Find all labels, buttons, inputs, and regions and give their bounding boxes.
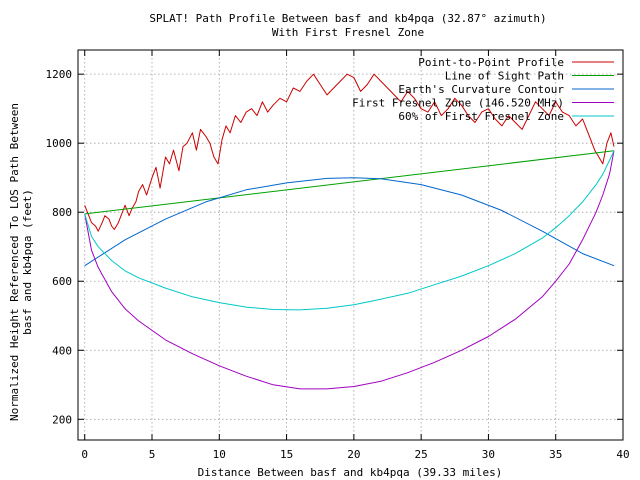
chart-subtitle: With First Fresnel Zone bbox=[272, 26, 424, 39]
y-tick-label: 800 bbox=[52, 206, 72, 219]
y-tick-label: 200 bbox=[52, 413, 72, 426]
x-tick-label: 30 bbox=[482, 448, 495, 461]
series-line-2 bbox=[84, 177, 615, 267]
series-line-3 bbox=[84, 150, 615, 390]
y-tick-label: 1200 bbox=[46, 68, 73, 81]
legend-label: First Fresnel Zone (146.520 MHz) bbox=[352, 97, 564, 110]
x-tick-label: 10 bbox=[213, 448, 226, 461]
series-line-0 bbox=[84, 73, 615, 232]
series-layer bbox=[84, 73, 615, 390]
x-axis-label: Distance Between basf and kb4pqa (39.33 … bbox=[198, 466, 503, 479]
series-line-1 bbox=[84, 150, 615, 215]
x-tick-label: 25 bbox=[415, 448, 428, 461]
x-tick-label: 40 bbox=[616, 448, 629, 461]
legend-label: Earth's Curvature Contour bbox=[398, 83, 564, 96]
x-tick-label: 5 bbox=[149, 448, 156, 461]
chart-title: SPLAT! Path Profile Between basf and kb4… bbox=[149, 12, 546, 25]
y-tick-label: 1000 bbox=[46, 137, 73, 150]
legend-label: 60% of First Fresnel Zone bbox=[398, 110, 564, 123]
axis-ticks: 0 5 10 15 20 25 30 35 40 200 400 600 800 1000 1200 bbox=[46, 50, 630, 461]
plot-frame bbox=[77, 49, 624, 441]
x-tick-label: 15 bbox=[280, 448, 293, 461]
series-line-4 bbox=[84, 150, 615, 311]
legend-label: Line of Sight Path bbox=[445, 70, 564, 83]
y-axis-label-line2: basf and kb4pqa (feet) bbox=[21, 189, 34, 335]
y-tick-label: 400 bbox=[52, 344, 72, 357]
y-axis-label-line1: Normalized Height Referenced To LOS Path… bbox=[8, 103, 21, 421]
x-tick-label: 35 bbox=[549, 448, 562, 461]
y-tick-label: 600 bbox=[52, 275, 72, 288]
x-tick-label: 0 bbox=[81, 448, 88, 461]
legend-label: Point-to-Point Profile bbox=[418, 56, 564, 69]
x-tick-label: 20 bbox=[347, 448, 360, 461]
